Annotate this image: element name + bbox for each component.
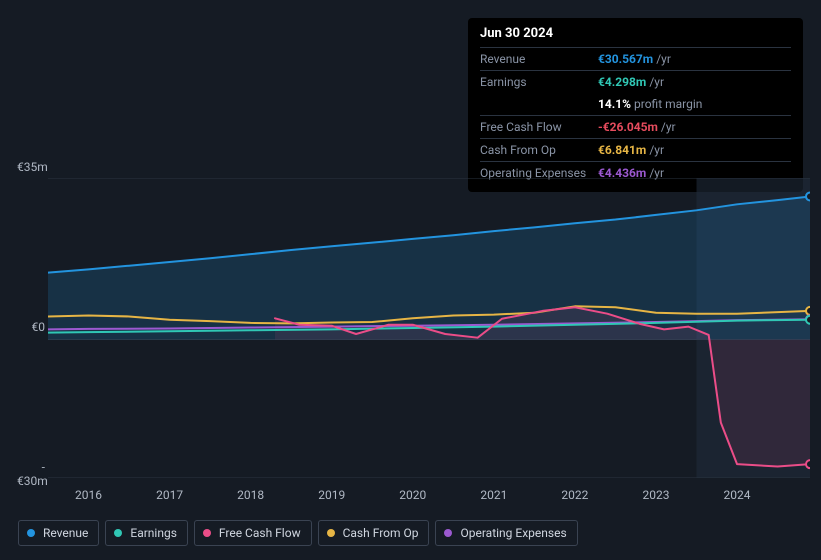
tooltip-row: Cash From Op€6.841m/yr: [480, 138, 791, 161]
x-tick-label: 2022: [561, 488, 588, 502]
legend-item[interactable]: Revenue: [18, 520, 99, 546]
x-tick-label: 2017: [156, 488, 183, 502]
x-tick-label: 2019: [318, 488, 345, 502]
legend-label: Revenue: [43, 526, 88, 540]
y-tick-max: €35m: [17, 160, 45, 174]
x-axis-labels: 2016 2017 2018 2019 2020 2021 2022 2023 2024: [18, 488, 810, 508]
x-tick-label: 2016: [75, 488, 102, 502]
tooltip-date: Jun 30 2024: [480, 26, 791, 47]
tooltip-row: Free Cash Flow-€26.045m/yr: [480, 115, 791, 138]
tooltip-metric-label: Cash From Op: [480, 141, 598, 159]
y-tick-zero: €0: [17, 320, 45, 334]
tooltip-metric-label: [480, 95, 598, 113]
tooltip-metric-value: €30.567m/yr: [598, 50, 671, 68]
legend-dot-icon: [27, 529, 35, 537]
legend-item[interactable]: Earnings: [105, 520, 188, 546]
legend-label: Free Cash Flow: [219, 526, 301, 540]
tooltip-metric-label: Earnings: [480, 73, 598, 91]
legend-label: Earnings: [130, 526, 177, 540]
x-tick-label: 2020: [399, 488, 426, 502]
y-tick-min: -€30m: [17, 460, 45, 488]
legend-item[interactable]: Free Cash Flow: [194, 520, 312, 546]
tooltip-row: 14.1%profit margin: [480, 93, 791, 115]
x-tick-label: 2018: [237, 488, 264, 502]
legend-dot-icon: [114, 529, 122, 537]
x-tick-label: 2023: [642, 488, 669, 502]
tooltip-metric-value: 14.1%profit margin: [598, 95, 702, 113]
tooltip-metric-value: €6.841m/yr: [598, 141, 664, 159]
legend-item[interactable]: Operating Expenses: [435, 520, 577, 546]
legend-label: Cash From Op: [343, 526, 419, 540]
tooltip-metric-value: -€26.045m/yr: [598, 118, 676, 136]
legend-dot-icon: [327, 529, 335, 537]
legend-dot-icon: [203, 529, 211, 537]
plot-canvas[interactable]: [48, 178, 810, 478]
legend-label: Operating Expenses: [460, 526, 566, 540]
legend: Revenue Earnings Free Cash Flow Cash From O…: [18, 520, 578, 546]
x-tick-label: 2024: [724, 488, 751, 502]
tooltip-metric-label: Revenue: [480, 50, 598, 68]
chart-area: €35m €0 -€30m: [18, 160, 810, 480]
tooltip-row: Earnings€4.298m/yr: [480, 70, 791, 93]
x-tick-label: 2021: [480, 488, 507, 502]
legend-dot-icon: [444, 529, 452, 537]
tooltip-row: Revenue€30.567m/yr: [480, 47, 791, 70]
tooltip-metric-value: €4.298m/yr: [598, 73, 664, 91]
tooltip-metric-label: Free Cash Flow: [480, 118, 598, 136]
legend-item[interactable]: Cash From Op: [318, 520, 430, 546]
